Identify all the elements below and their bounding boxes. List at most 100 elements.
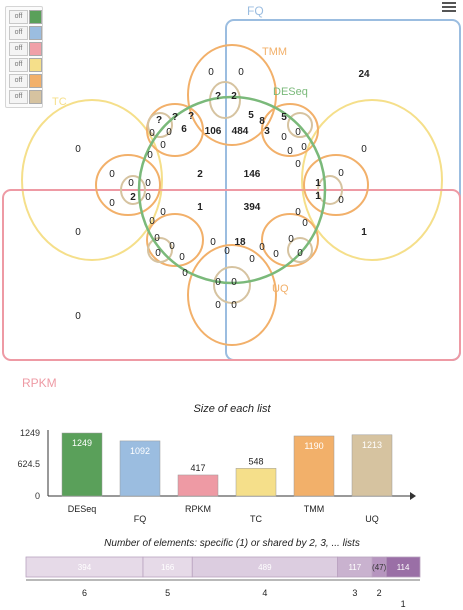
region-count: 0	[215, 277, 221, 288]
region-count: 0	[288, 234, 294, 245]
set-uq-ellipse-4	[120, 175, 146, 205]
region-count: 0	[301, 142, 307, 153]
color-swatch	[29, 10, 42, 24]
region-count: ?	[188, 111, 194, 122]
segment-value-label: 394	[78, 563, 92, 572]
region-count: 0	[75, 311, 81, 322]
region-count: 0	[287, 146, 293, 157]
bar-tc	[235, 468, 277, 497]
region-count: 24	[358, 69, 370, 80]
region-count: 0	[145, 178, 151, 189]
region-count: 0	[231, 277, 237, 288]
region-count: 0	[160, 207, 166, 218]
region-count: 0	[224, 246, 230, 257]
region-count: 0	[109, 198, 115, 209]
set-label-uq: UQ	[272, 283, 289, 295]
region-count: 0	[169, 241, 175, 252]
set-uq-bottom-ellipse	[187, 244, 277, 346]
bar-rpkm	[177, 474, 219, 497]
set-label-deseq: DESeq	[273, 86, 308, 98]
set-uq-ellipse-2	[147, 112, 173, 138]
bar-category-label: FQ	[134, 514, 147, 524]
region-count: 0	[149, 128, 155, 139]
bar-category-label: TMM	[304, 504, 325, 514]
toggle-fq[interactable]: off	[9, 26, 42, 40]
set-toggle-panel: off off off off off off	[5, 6, 43, 108]
color-swatch	[29, 26, 42, 40]
segment-category-label: 2	[377, 588, 382, 598]
bar-category-label: RPKM	[185, 504, 211, 514]
segment-value-label: 166	[161, 563, 175, 572]
region-count: 0	[210, 237, 216, 248]
set-tmm-bl-ellipse	[146, 213, 204, 267]
bar-category-label: TC	[250, 514, 262, 524]
bar-value-label: 548	[248, 456, 263, 466]
region-count: 0	[149, 216, 155, 227]
toggle-uq[interactable]: off	[9, 90, 42, 104]
region-count: 0	[295, 127, 301, 138]
toggle-rpkm[interactable]: off	[9, 42, 42, 56]
region-count: 0	[281, 132, 287, 143]
region-count: 1	[315, 178, 321, 189]
venn-region-counts: 24 0 0 ? 2 5 8 5 3 106 484 ? ? ? 6 0 0 0…	[75, 67, 370, 322]
segment-value-label: 117	[348, 563, 361, 572]
region-count: 0	[215, 300, 221, 311]
toggle-tmm[interactable]: off	[9, 74, 42, 88]
region-count: 0	[238, 67, 244, 78]
set-label-tc: TC	[52, 96, 67, 108]
region-count: 394	[244, 202, 261, 213]
region-count: 0	[160, 140, 166, 151]
set-deseq-circle	[137, 95, 327, 285]
region-count: ?	[156, 115, 162, 126]
region-count: 0	[231, 300, 237, 311]
region-count: 0	[75, 144, 81, 155]
segment-value-label: 114	[397, 563, 410, 572]
bar-tmm	[293, 435, 335, 497]
y-tick-label: 1249	[20, 428, 40, 438]
bar-value-label: 1190	[304, 441, 323, 451]
region-count: 2	[130, 192, 136, 203]
region-count: 18	[234, 237, 246, 248]
set-tmm-br-ellipse	[261, 213, 319, 267]
region-count: 0	[147, 150, 153, 161]
bar-value-label: 417	[190, 463, 205, 473]
region-count: 0	[208, 67, 214, 78]
bar-fq	[119, 440, 161, 497]
region-count: 0	[338, 168, 344, 179]
region-count: 0	[302, 218, 308, 229]
segment-category-label: 5	[165, 588, 170, 598]
segment-category-label: 1	[401, 599, 406, 609]
region-count: 0	[182, 268, 188, 279]
region-count: 0	[109, 169, 115, 180]
region-count: 0	[259, 242, 265, 253]
region-count: 0	[166, 127, 172, 138]
hamburger-menu-icon[interactable]	[442, 0, 456, 12]
bar-uq	[351, 434, 393, 497]
toggle-deseq[interactable]: off	[9, 10, 42, 24]
region-count: 0	[338, 195, 344, 206]
set-label-tmm: TMM	[262, 46, 287, 58]
region-count: ?	[215, 91, 221, 102]
region-count: 484	[232, 126, 249, 137]
region-count: 0	[155, 248, 161, 259]
set-uq-ellipse-8	[213, 266, 251, 304]
color-swatch	[29, 42, 42, 56]
shared-elements-chart: Number of elements: specific (1) or shar…	[25, 538, 421, 609]
toggle-label: off	[9, 26, 28, 40]
region-count: 0	[128, 178, 134, 189]
region-count: 8	[259, 116, 265, 127]
toggle-tc[interactable]: off	[9, 58, 42, 72]
toggle-label: off	[9, 42, 28, 56]
toggle-label: off	[9, 58, 28, 72]
region-count: 2	[231, 91, 237, 102]
set-rpkm-rect	[2, 189, 461, 361]
set-uq-ellipse-5	[317, 175, 343, 205]
segment-category-label: 6	[82, 588, 87, 598]
set-tmm-tl-ellipse	[146, 103, 204, 157]
region-count: 0	[295, 207, 301, 218]
region-count: 0	[145, 192, 151, 203]
region-count: 0	[297, 248, 303, 259]
set-uq-ellipse-7	[287, 237, 313, 263]
region-count: 0	[75, 227, 81, 238]
set-tmm-right-ellipse	[303, 154, 369, 216]
